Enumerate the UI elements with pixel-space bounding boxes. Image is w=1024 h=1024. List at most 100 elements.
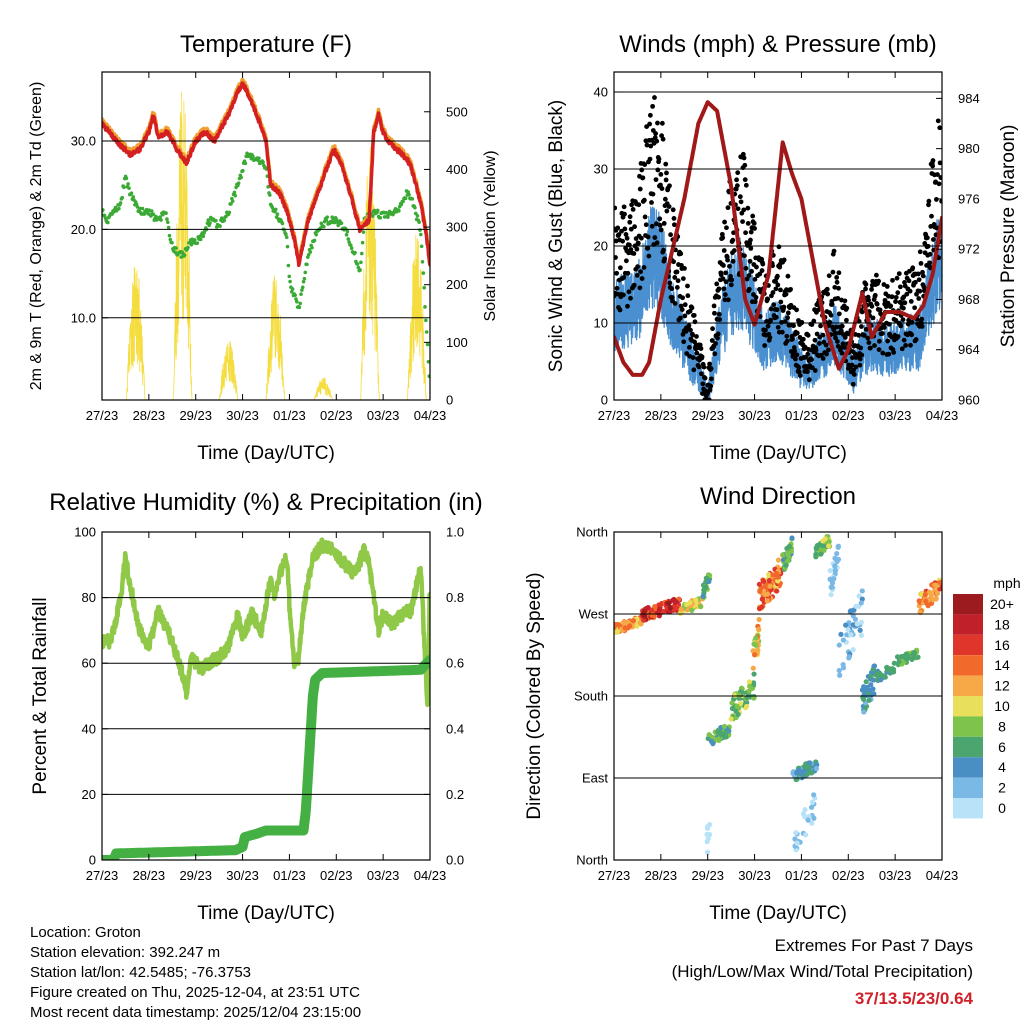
dewpoint-point (241, 168, 245, 173)
gust-point (621, 204, 627, 210)
wind-direction-point (634, 623, 640, 629)
relative-humidity-line (102, 537, 430, 708)
gust-point (694, 334, 699, 339)
gust-point (735, 170, 741, 176)
gust-point (720, 276, 726, 282)
gust-point (659, 120, 665, 126)
wind-direction-point (751, 652, 758, 658)
gust-point (926, 198, 932, 204)
gust-series (614, 95, 942, 400)
gust-point (802, 344, 808, 350)
gust-point (826, 273, 832, 279)
gust-point (635, 264, 641, 270)
gust-point (874, 272, 879, 278)
gust-point (634, 246, 640, 252)
gust-point (917, 249, 923, 255)
colorbar-label: 16 (994, 637, 1010, 653)
gust-point (844, 317, 849, 323)
dewpoint-point (131, 195, 136, 199)
gust-point (628, 226, 634, 232)
dewpoint-point (284, 232, 288, 237)
gust-point (747, 258, 753, 264)
colorbar-label: 6 (998, 739, 1006, 755)
dewpoint-point (117, 206, 121, 211)
gust-point (677, 315, 683, 321)
gust-point (680, 295, 685, 301)
gust-point (876, 278, 882, 284)
gust-point (927, 251, 933, 257)
colorbar-swatch (953, 594, 983, 615)
dewpoint-point (273, 207, 278, 212)
x-tick-label: 28/23 (133, 868, 166, 883)
gust-point (748, 245, 754, 251)
wind-direction-panel: Wind Direction Direction (Colored By Spe… (524, 483, 1021, 924)
colorbar-label: 0 (998, 800, 1006, 816)
gust-point (696, 364, 702, 370)
gust-point (614, 285, 620, 291)
wind-direction-point (858, 632, 864, 638)
gust-point (620, 292, 626, 298)
wind-direction-point (750, 665, 756, 671)
wind-direction-point (802, 814, 808, 820)
y-tick-label: South (574, 689, 608, 704)
gust-point (682, 266, 687, 271)
y-tick-label: 20 (594, 239, 608, 254)
gust-point (857, 362, 863, 368)
gust-point (939, 198, 942, 204)
gust-point (897, 284, 903, 290)
wind-direction-point (759, 604, 765, 610)
gust-point (716, 311, 722, 317)
x-tick-label: 29/23 (179, 868, 212, 883)
gust-point (913, 337, 919, 342)
gust-point (648, 143, 654, 149)
wind-direction-point (732, 692, 738, 698)
dewpoint-point (322, 224, 326, 229)
gust-point (835, 339, 840, 344)
gust-point (734, 177, 739, 183)
gust-point (626, 289, 632, 295)
dewpoint-point (376, 208, 380, 213)
gust-point (850, 381, 856, 387)
gust-point (647, 121, 653, 127)
x-tick-label: 02/23 (320, 408, 353, 423)
gust-point (775, 282, 781, 288)
gust-point (746, 273, 752, 278)
wind-direction-point (757, 588, 763, 595)
wind-direction-xlabel: Time (Day/UTC) (709, 903, 847, 924)
wind-direction-point (832, 567, 838, 574)
dewpoint-point (314, 232, 319, 237)
wind-direction-point (693, 597, 699, 603)
gust-point (868, 345, 873, 351)
gust-point (770, 290, 776, 295)
gust-point (614, 291, 620, 297)
axes: 10.0 20.0 30.0 0 100 200 300 400 500 27/23 28/23 29… (71, 71, 468, 423)
dewpoint-point (268, 193, 272, 197)
gust-point (908, 299, 914, 304)
gust-point (653, 221, 659, 227)
gust-point (637, 285, 643, 291)
gust-point (898, 323, 904, 329)
dewpoint-point (182, 253, 187, 257)
axes: 0 10 20 30 40 960 964 968 972 976 980 984 27/23 28/23… (594, 71, 980, 423)
x-tick-label: 30/23 (226, 408, 259, 423)
gust-point (678, 251, 684, 257)
gust-point (938, 175, 942, 180)
dewpoint-point (118, 201, 123, 205)
y-tick-label: 20.0 (71, 222, 96, 237)
gust-point (660, 136, 666, 142)
wind-direction-point (648, 607, 655, 613)
gust-point (902, 280, 907, 285)
dewpoint-point (236, 181, 241, 186)
gust-point (872, 292, 878, 298)
info-recent: Most recent data timestamp: 2025/12/04 2… (30, 1004, 361, 1021)
wind-direction-point (774, 588, 780, 594)
dewpoint-point (164, 211, 168, 215)
gust-point (885, 338, 891, 344)
gust-point (717, 317, 723, 322)
gust-point (614, 270, 620, 276)
gust-point (858, 345, 864, 351)
wind-direction-point (677, 610, 684, 616)
gust-point (874, 301, 880, 307)
wind-direction-point (835, 544, 841, 550)
